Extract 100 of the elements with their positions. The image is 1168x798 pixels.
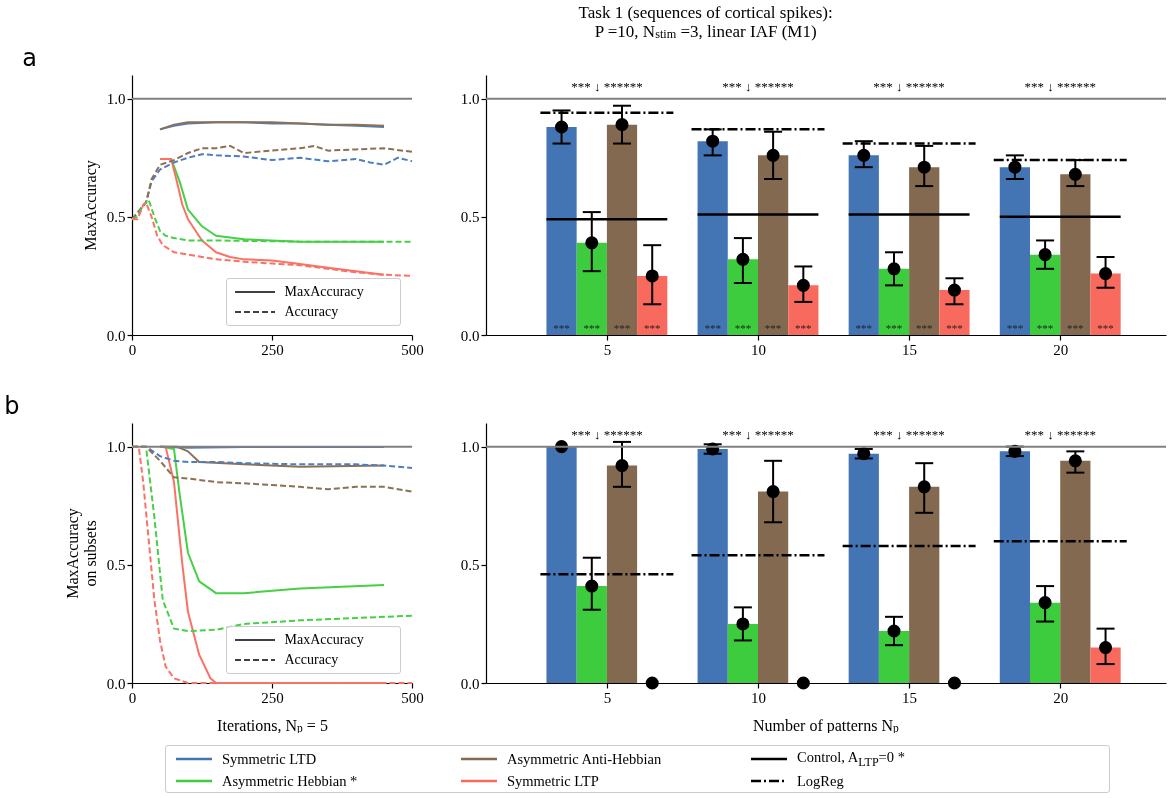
point: [796, 676, 810, 690]
bar: [999, 167, 1030, 335]
data-label: ***: [704, 322, 721, 334]
legend-label: Control, A$_{LTP}$=0 *: [797, 748, 905, 770]
point: [887, 624, 901, 638]
x-tick-label: 5: [603, 689, 612, 706]
legend-label: Asymmetric Hebbian *: [222, 772, 358, 790]
y-tick-label: 0.0: [460, 675, 480, 692]
annotation: *** ↓ ******: [722, 79, 794, 94]
bar: [727, 259, 758, 335]
bar: [909, 167, 940, 335]
x-tick-label: 10: [751, 689, 766, 706]
x-tick-label: 20: [1053, 341, 1069, 358]
bar: [999, 451, 1030, 683]
data-label: ***: [855, 322, 873, 334]
y-axis-title: MaxAccuracy on subsets: [63, 508, 99, 599]
point: [1099, 641, 1113, 655]
bar: [878, 268, 910, 335]
x-tick-label: 5: [603, 341, 612, 358]
bar: [1090, 273, 1121, 335]
bar: [909, 486, 940, 683]
point: [645, 269, 659, 283]
y-tick-label: 1.0: [106, 439, 126, 456]
annotation: *** ↓ ******: [571, 427, 643, 442]
x-tick-label: 250: [261, 689, 284, 706]
y-tick-label: 0.0: [106, 327, 126, 344]
data-label: ***: [946, 322, 963, 334]
point: [736, 252, 750, 266]
data-label: ***: [1036, 322, 1054, 334]
bar: [576, 586, 607, 683]
legend-label: Asymmetric Anti-Hebbian: [507, 750, 662, 768]
data-label: ***: [1097, 322, 1114, 334]
chart-title: b: [4, 392, 20, 420]
point: [645, 676, 659, 690]
data-label: ***: [553, 322, 570, 334]
data-label: ***: [795, 322, 812, 334]
data-label: ***: [1067, 322, 1084, 334]
bar: [1030, 602, 1061, 683]
data-label: ***: [613, 322, 631, 334]
text: MaxAccuracy: [81, 160, 100, 251]
annotation: Accuracy: [284, 302, 339, 321]
point: [1038, 596, 1052, 610]
x-tick-label: 20: [1053, 689, 1069, 706]
point: [947, 676, 961, 690]
bar: [546, 127, 577, 335]
point: [1068, 167, 1082, 181]
y-tick-label: 1.0: [460, 91, 480, 108]
bar: [727, 623, 758, 683]
data-label: ***: [583, 322, 601, 334]
y-tick-label: 0.5: [460, 209, 480, 226]
y-tick-label: 1.0: [106, 91, 126, 108]
y-tick-label: 0.5: [106, 209, 126, 226]
y-axis-title: MaxAccuracy: [284, 282, 364, 301]
annotation: *** ↓ ******: [873, 427, 945, 442]
bar: [788, 285, 819, 335]
x-tick-label: 500: [401, 341, 424, 358]
bar: [1060, 174, 1091, 335]
x-tick-label: 250: [261, 341, 284, 358]
x-tick-label: 0: [128, 689, 137, 706]
annotation: Accuracy: [284, 650, 339, 669]
bar: [606, 124, 638, 335]
bar: [758, 155, 789, 335]
point: [585, 236, 599, 250]
point: [1099, 267, 1113, 281]
y-tick-label: 0.5: [106, 557, 126, 574]
point: [1008, 160, 1022, 174]
point: [555, 120, 569, 134]
annotation: *** ↓ ******: [1024, 79, 1096, 94]
bar: [637, 275, 668, 335]
point: [766, 485, 780, 499]
x-tick-label: 15: [902, 341, 918, 358]
annotation: *** ↓ ******: [722, 427, 794, 442]
point: [615, 118, 629, 132]
data-label: ***: [734, 322, 752, 334]
data-label: ***: [643, 322, 661, 334]
line-series: [159, 121, 385, 131]
bar: [576, 242, 607, 335]
point: [917, 160, 931, 174]
annotation: *** ↓ ******: [873, 79, 945, 94]
chart-title: Task 1 (sequences of cortical spikes):: [578, 3, 833, 22]
annotation: *** ↓ ******: [571, 79, 643, 94]
x-tick-label: 0: [128, 341, 137, 358]
bar: [848, 155, 879, 335]
annotation: *** ↓ ******: [1024, 427, 1096, 442]
bar: [848, 453, 879, 683]
bar: [878, 631, 910, 683]
chart-subtitle: P =10, N$_{stim}$ =3, linear IAF (M1): [594, 22, 817, 42]
legend-label: LogReg: [797, 772, 844, 790]
point: [736, 617, 750, 631]
data-label: ***: [1006, 322, 1024, 334]
data-label: ***: [885, 322, 903, 334]
point: [585, 579, 599, 593]
bar: [758, 491, 789, 683]
chart-title: a: [22, 44, 37, 72]
bar: [697, 141, 728, 335]
bar: [1030, 254, 1061, 335]
bar: [606, 465, 638, 683]
point: [706, 134, 720, 148]
y-tick-label: 0.0: [106, 675, 126, 692]
point: [615, 459, 629, 473]
